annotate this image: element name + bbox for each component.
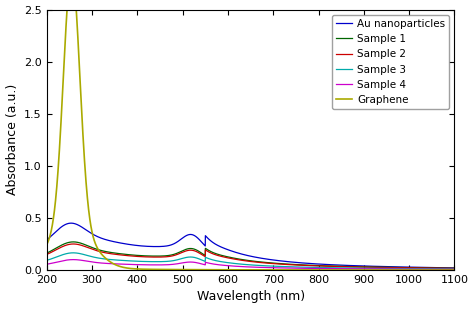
Graphene [444, 268, 449, 272]
Sample 1 [71, 240, 76, 244]
Graphene [201, 268, 206, 272]
Sample 1 [452, 266, 457, 270]
Sample 3 [444, 267, 449, 271]
Graphene [400, 268, 405, 272]
Sample 4 [44, 262, 50, 266]
Line: Sample 2: Sample 2 [47, 244, 455, 269]
Au nanoparticles [218, 245, 224, 249]
Sample 2 [201, 254, 206, 257]
X-axis label: Wavelength (nm): Wavelength (nm) [197, 290, 305, 303]
Legend: Au nanoparticles, Sample 1, Sample 2, Sample 3, Sample 4, Graphene: Au nanoparticles, Sample 1, Sample 2, Sa… [332, 15, 449, 109]
Sample 3 [71, 251, 76, 255]
Au nanoparticles [91, 233, 96, 236]
Sample 1 [444, 266, 449, 270]
Sample 2 [400, 266, 405, 270]
Sample 2 [452, 267, 457, 270]
Au nanoparticles [201, 242, 206, 246]
Sample 4 [201, 262, 206, 266]
Au nanoparticles [44, 238, 50, 242]
Au nanoparticles [400, 265, 405, 269]
Au nanoparticles [444, 266, 449, 270]
Sample 1 [44, 251, 50, 255]
Au nanoparticles [68, 221, 74, 225]
Graphene [44, 243, 50, 247]
Line: Au nanoparticles: Au nanoparticles [47, 223, 455, 268]
Sample 1 [91, 246, 96, 250]
Sample 1 [218, 253, 224, 257]
Au nanoparticles [452, 266, 457, 270]
Sample 1 [400, 266, 405, 269]
Line: Sample 3: Sample 3 [47, 253, 455, 269]
Y-axis label: Absorbance (a.u.): Absorbance (a.u.) [6, 84, 18, 195]
Graphene [218, 268, 224, 272]
Sample 4 [115, 262, 120, 266]
Sample 2 [71, 242, 76, 246]
Sample 2 [218, 254, 224, 258]
Graphene [452, 268, 457, 272]
Sample 4 [444, 268, 449, 271]
Sample 2 [44, 252, 50, 256]
Sample 3 [452, 267, 457, 271]
Sample 4 [218, 263, 224, 267]
Au nanoparticles [115, 241, 120, 244]
Line: Sample 4: Sample 4 [47, 260, 455, 269]
Sample 1 [201, 252, 206, 256]
Sample 2 [444, 266, 449, 270]
Sample 3 [44, 259, 50, 262]
Sample 3 [201, 259, 206, 262]
Sample 4 [71, 258, 76, 261]
Sample 4 [91, 260, 96, 264]
Sample 2 [91, 248, 96, 252]
Sample 3 [115, 258, 120, 262]
Sample 2 [115, 253, 120, 256]
Line: Graphene: Graphene [47, 0, 455, 270]
Graphene [91, 235, 96, 239]
Sample 3 [91, 255, 96, 259]
Graphene [115, 264, 120, 268]
Line: Sample 1: Sample 1 [47, 242, 455, 268]
Sample 4 [452, 268, 457, 271]
Sample 1 [115, 252, 120, 255]
Sample 3 [218, 260, 224, 264]
Sample 4 [400, 267, 405, 271]
Sample 3 [400, 267, 405, 270]
